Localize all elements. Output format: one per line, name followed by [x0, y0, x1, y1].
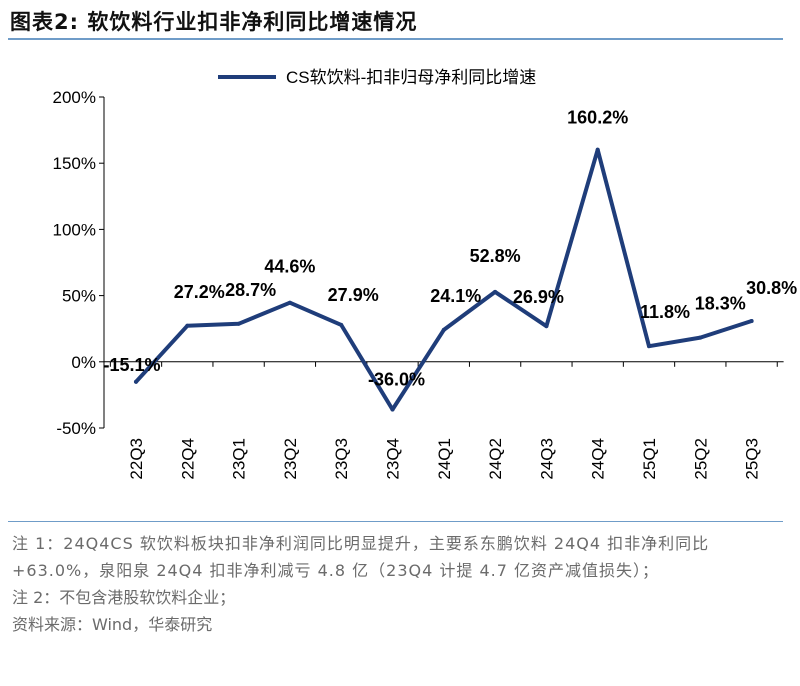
figure-title: 图表2: 软饮料行业扣非净利同比增速情况 [10, 10, 418, 34]
note-1: 注 1：24Q4CS 软饮料板块扣非净利润同比明显提升，主要系东鹏饮料 24Q4… [12, 534, 710, 580]
y-tick-label: 0% [71, 353, 96, 372]
x-tick-label: 23Q2 [281, 438, 300, 480]
data-label: 11.8% [640, 302, 690, 322]
data-label: -15.1% [103, 355, 160, 375]
x-tick-label: 25Q3 [743, 438, 762, 480]
data-point [236, 321, 241, 326]
data-point [647, 344, 651, 349]
data-point [339, 322, 344, 327]
data-label: 52.8% [470, 246, 521, 266]
data-label: 27.2% [174, 282, 225, 302]
data-point [544, 324, 549, 329]
x-tick-label: 24Q3 [537, 438, 556, 480]
source-note: 资料来源：Wind，华泰研究 [12, 615, 213, 634]
x-tick-label: 23Q3 [332, 438, 351, 480]
x-tick-label: 24Q1 [435, 438, 454, 480]
data-label: 160.2% [567, 108, 628, 128]
data-label: 27.9% [328, 285, 379, 305]
data-point [441, 327, 446, 332]
data-point [134, 379, 138, 384]
line-chart: -50% 0% 50% 100% 150% 200% 22Q3 22Q4 23Q1 23Q2 23Q… [53, 68, 798, 480]
x-tick-label: 23Q1 [230, 438, 249, 480]
data-label: 30.8% [746, 278, 797, 298]
x-tick-label: 22Q3 [127, 438, 146, 480]
bottom-divider [8, 521, 783, 522]
legend-label: CS软饮料-扣非归母净利同比增速 [286, 68, 536, 87]
data-point [595, 147, 600, 152]
x-tick-label: 23Q4 [384, 438, 403, 480]
data-point [287, 300, 292, 305]
data-label: 44.6% [264, 257, 315, 277]
data-point [749, 319, 754, 324]
x-tick-label: 25Q2 [691, 438, 710, 480]
data-label: 18.3% [695, 294, 746, 314]
x-tick-label: 24Q2 [486, 438, 505, 480]
data-point [698, 335, 703, 340]
note-2: 注 2：不包含港股软饮料企业； [12, 588, 236, 607]
data-label: -36.0% [368, 369, 425, 389]
notes-block: 注 1：24Q4CS 软饮料板块扣非净利润同比明显提升，主要系东鹏饮料 24Q4… [12, 530, 782, 638]
y-tick-label: 100% [53, 220, 96, 239]
y-tick-label: 50% [62, 287, 96, 306]
data-point [493, 289, 498, 294]
data-point [185, 323, 190, 328]
x-tick-label: 24Q4 [589, 438, 608, 480]
data-label: 24.1% [430, 286, 481, 306]
y-tick-label: 150% [53, 154, 96, 173]
y-tick-label: 200% [53, 88, 96, 107]
data-label: 26.9% [513, 287, 564, 307]
data-point [390, 407, 395, 412]
top-divider [8, 38, 783, 40]
y-tick-label: -50% [56, 419, 96, 438]
x-tick-label: 25Q1 [640, 438, 659, 480]
x-tick-label: 22Q4 [178, 438, 197, 480]
data-label: 28.7% [225, 280, 276, 300]
